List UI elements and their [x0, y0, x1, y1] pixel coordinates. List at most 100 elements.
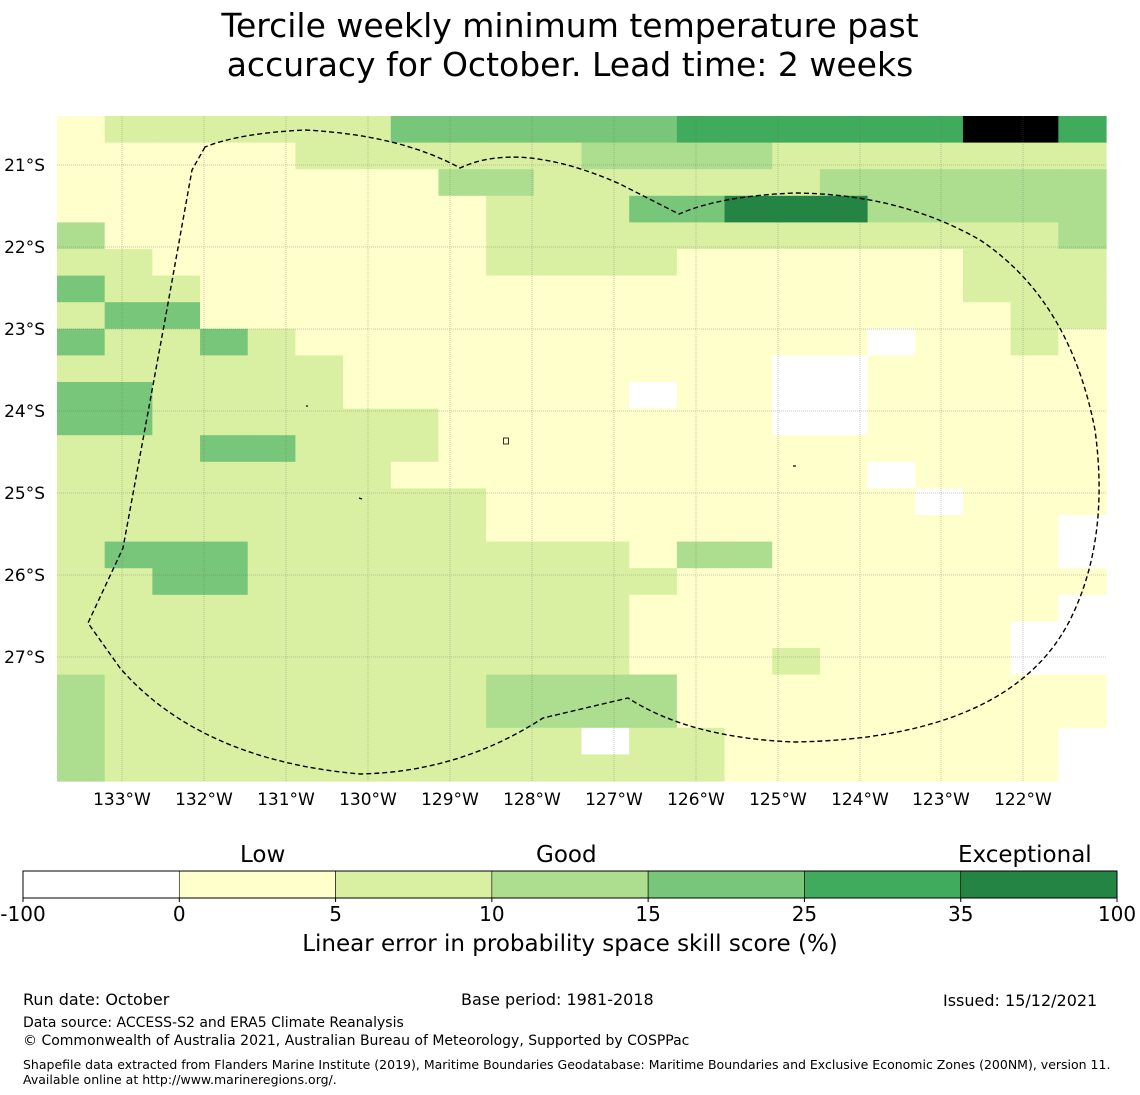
grid-cell [915, 727, 964, 755]
grid-cell [247, 169, 297, 197]
grid-cell [676, 515, 726, 543]
grid-cell [962, 142, 1012, 170]
latitude-label: 23°S [4, 320, 45, 340]
grid-cell [200, 648, 249, 676]
grid-cell [1010, 621, 1059, 649]
grid-cell [819, 408, 869, 436]
grid-cell [772, 594, 821, 622]
grid-cell [724, 461, 773, 489]
grid-cell [57, 435, 106, 463]
grid-cell [152, 674, 201, 702]
grid-cell [343, 382, 392, 410]
grid-cell [676, 169, 726, 197]
grid-cell [152, 195, 201, 223]
grid-cell [247, 701, 297, 729]
grid-cell [867, 674, 916, 702]
grid-cell [962, 435, 1012, 463]
grid-cell [915, 568, 964, 596]
issued-date: Issued: 15/12/2021 [943, 991, 1098, 1010]
grid-cell [676, 142, 726, 170]
grid-cell [533, 568, 583, 596]
grid-cell [629, 302, 678, 330]
grid-cell [486, 701, 535, 729]
grid-cell [1058, 435, 1107, 463]
grid-cell [581, 541, 630, 569]
grid-cell [962, 302, 1012, 330]
grid-cell [295, 142, 344, 170]
eez-boundary [87, 129, 1100, 775]
longitude-label: 122°W [994, 790, 1052, 810]
grid-cell [533, 488, 583, 516]
grid-cell [629, 116, 678, 144]
grid-cell [152, 116, 201, 144]
grid-cell [438, 568, 487, 596]
grid-cell [629, 142, 678, 170]
longitude-label: 123°W [912, 790, 970, 810]
grid-cell [629, 701, 678, 729]
grid-cell [295, 461, 344, 489]
grid-cell [581, 674, 630, 702]
grid-cell [438, 142, 487, 170]
grid-cell [724, 249, 773, 277]
colorbar-tick-label: -100 [0, 902, 45, 926]
colorbar-segment [178, 870, 336, 899]
grid-cell [676, 674, 726, 702]
grid-cell [247, 435, 297, 463]
grid-cell [1010, 541, 1059, 569]
grid-cell [390, 674, 440, 702]
grid-cell [819, 169, 869, 197]
grid-cell [1010, 116, 1059, 144]
grid-cell [200, 169, 249, 197]
grid-cell [581, 515, 630, 543]
grid-cell [57, 754, 106, 782]
grid-cell [581, 648, 630, 676]
grid-cell [57, 275, 106, 303]
grid-cell [867, 142, 916, 170]
grid-cell [343, 435, 392, 463]
grid-cell [1010, 355, 1059, 383]
grid-cell [915, 222, 964, 250]
grid-cell [867, 382, 916, 410]
grid-cell [152, 515, 201, 543]
grid-cell [390, 461, 440, 489]
grid-cell [724, 488, 773, 516]
grid-cell [200, 408, 249, 436]
grid-cell [247, 541, 297, 569]
grid-cell [915, 169, 964, 197]
grid-cell [533, 249, 583, 277]
colorbar-segment [491, 870, 649, 899]
grid-cell [962, 515, 1012, 543]
grid-cell [1058, 195, 1107, 223]
grid-cell [1010, 328, 1059, 356]
grid-cell [533, 594, 583, 622]
grid-cell [962, 408, 1012, 436]
grid-cell [152, 142, 201, 170]
grid-cell [915, 249, 964, 277]
grid-cell [819, 222, 869, 250]
grid-cell [343, 249, 392, 277]
grid-cell [104, 142, 153, 170]
grid-cell [724, 169, 773, 197]
grid-cell [343, 222, 392, 250]
grid-cell [152, 621, 201, 649]
grid-cell [819, 328, 869, 356]
grid-cell [676, 408, 726, 436]
grid-cell [676, 541, 726, 569]
grid-cell [1058, 302, 1107, 330]
grid-cell [533, 435, 583, 463]
grid-cell [676, 727, 726, 755]
grid-cell [629, 621, 678, 649]
colorbar-tick-label: 15 [635, 902, 660, 926]
grid-cell [962, 275, 1012, 303]
grid-cell [152, 435, 201, 463]
grid-cell [772, 568, 821, 596]
grid-cell [915, 515, 964, 543]
grid-cell [629, 275, 678, 303]
data-source: Data source: ACCESS-S2 and ERA5 Climate … [23, 1015, 404, 1031]
grid-cell [57, 169, 106, 197]
grid-cell [200, 382, 249, 410]
grid-cell [1010, 754, 1059, 782]
grid-cell [772, 435, 821, 463]
grid-cell [200, 275, 249, 303]
